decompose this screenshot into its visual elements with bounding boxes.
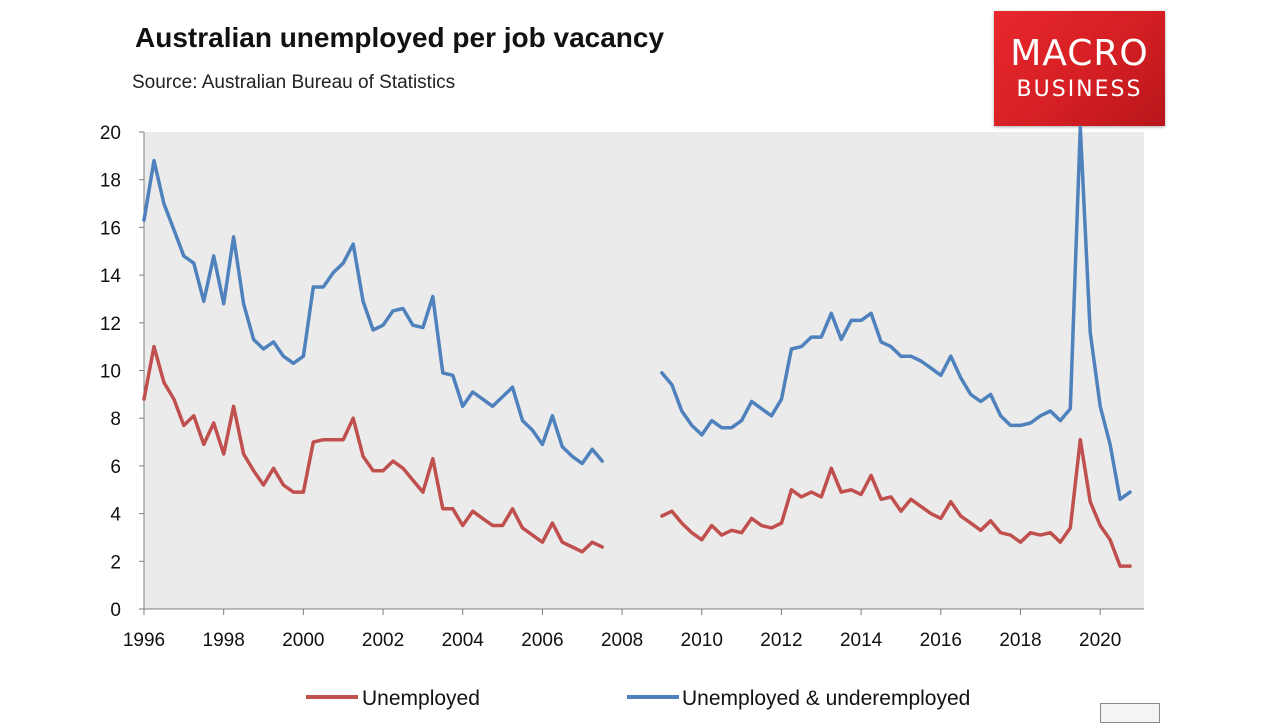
logo-line-1: MACRO [1010,33,1149,74]
series-line-unemployed-segment-2 [660,437,1132,568]
logo-line-2: BUSINESS [1016,77,1143,102]
x-tick-label: 2020 [1079,630,1121,651]
x-tick-labels: 1996 1998 2000 2002 2004 2006 2008 2010 2012 2014… [123,630,1121,651]
y-tick-label: 16 [100,218,121,239]
macro-business-logo: MACRO BUSINESS [994,11,1165,126]
x-tick-label: 2008 [601,630,643,651]
x-tick-label: 2004 [442,630,485,651]
watermark-stamp [1100,703,1160,723]
x-tick-label: 2012 [760,630,802,651]
legend-label-unemployed: Unemployed [362,687,480,710]
y-tick-label: 8 [110,409,121,430]
plot-area [144,132,1144,609]
series-layer [142,125,1132,568]
y-tick-label: 18 [100,171,121,192]
y-tick-label: 20 [100,123,121,144]
series-line-underemployed-segment-1 [142,158,604,466]
y-tick-label: 0 [110,600,121,621]
x-tick-label: 2016 [920,630,962,651]
legend: Unemployed Unemployed & underemployed [306,687,970,710]
y-tick-label: 2 [110,552,121,573]
x-tick-label: 1996 [123,630,165,651]
y-tick-label: 6 [110,457,121,478]
x-tick-label: 1998 [203,630,245,651]
x-tick-label: 2002 [362,630,404,651]
y-tick-label: 14 [100,266,122,287]
x-tick-label: 2014 [840,630,883,651]
y-tick-label: 4 [110,505,121,526]
y-tick-label: 10 [100,362,121,383]
legend-label-underemployed: Unemployed & underemployed [682,687,970,710]
y-tick-label: 12 [100,314,121,335]
x-tick-label: 2018 [999,630,1041,651]
x-tick-label: 2010 [681,630,723,651]
x-tick-label: 2006 [521,630,563,651]
chart-title: Australian unemployed per job vacancy [135,22,665,53]
series-line-underemployed-segment-2 [660,125,1132,502]
y-tick-labels: 0 2 4 6 8 10 12 14 16 18 20 [100,123,122,621]
x-tick-label: 2000 [282,630,324,651]
chart-subtitle: Source: Australian Bureau of Statistics [132,72,456,93]
series-line-unemployed-segment-1 [142,344,604,554]
